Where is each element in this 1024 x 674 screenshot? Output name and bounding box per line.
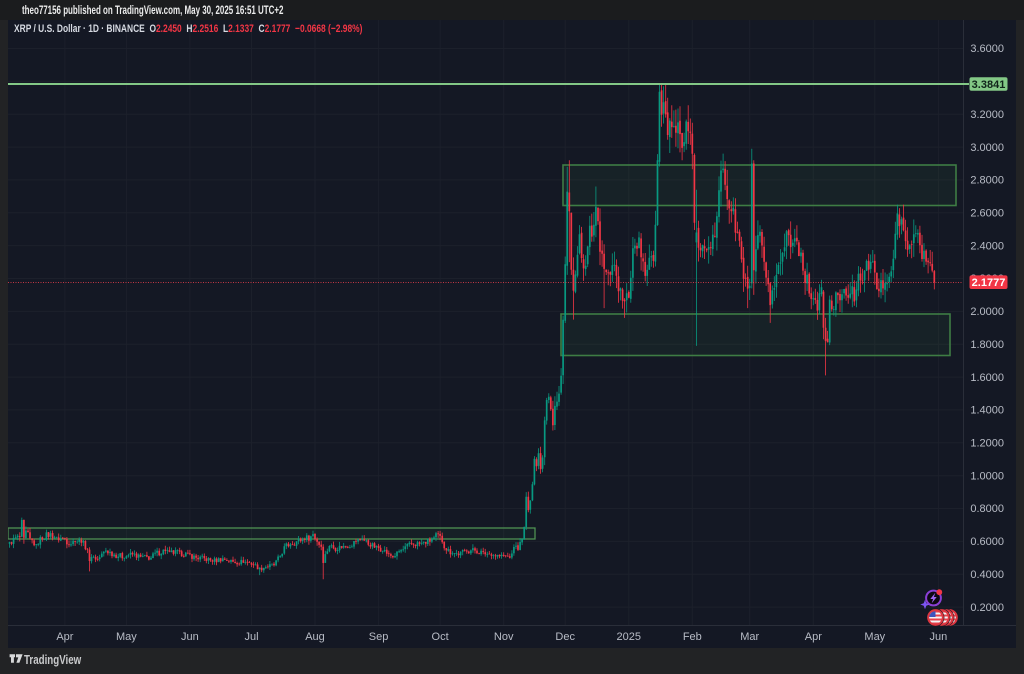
svg-text:1.2000: 1.2000 (970, 438, 1004, 450)
svg-text:Nov: Nov (494, 631, 514, 643)
svg-text:2025: 2025 (617, 631, 641, 643)
svg-text:Jun: Jun (181, 631, 199, 643)
svg-text:May: May (116, 631, 137, 643)
svg-text:3.6000: 3.6000 (970, 43, 1004, 55)
svg-text:1.8000: 1.8000 (970, 339, 1004, 351)
svg-text:0.2000: 0.2000 (970, 602, 1004, 614)
svg-text:1.6000: 1.6000 (970, 372, 1004, 384)
svg-text:0.4000: 0.4000 (970, 569, 1004, 581)
svg-text:2.1777: 2.1777 (972, 277, 1006, 289)
svg-text:3.0000: 3.0000 (970, 142, 1004, 154)
svg-text:0.6000: 0.6000 (970, 536, 1004, 548)
svg-text:1.0000: 1.0000 (970, 470, 1004, 482)
svg-text:Apr: Apr (805, 631, 822, 643)
svg-text:2.8000: 2.8000 (970, 175, 1004, 187)
svg-text:Feb: Feb (683, 631, 702, 643)
svg-text:3.2000: 3.2000 (970, 109, 1004, 121)
svg-text:Oct: Oct (432, 631, 449, 643)
svg-text:2.0000: 2.0000 (970, 306, 1004, 318)
svg-text:Aug: Aug (305, 631, 325, 643)
svg-text:Sep: Sep (369, 631, 389, 643)
svg-text:Jul: Jul (244, 631, 258, 643)
svg-text:2.4000: 2.4000 (970, 240, 1004, 252)
svg-text:3.3841: 3.3841 (972, 79, 1006, 91)
svg-text:Mar: Mar (740, 631, 759, 643)
svg-text:1.4000: 1.4000 (970, 405, 1004, 417)
svg-text:Apr: Apr (56, 631, 73, 643)
svg-text:Dec: Dec (555, 631, 575, 643)
svg-text:Jun: Jun (930, 631, 948, 643)
svg-text:May: May (864, 631, 885, 643)
svg-text:2.6000: 2.6000 (970, 208, 1004, 220)
svg-text:0.8000: 0.8000 (970, 503, 1004, 515)
